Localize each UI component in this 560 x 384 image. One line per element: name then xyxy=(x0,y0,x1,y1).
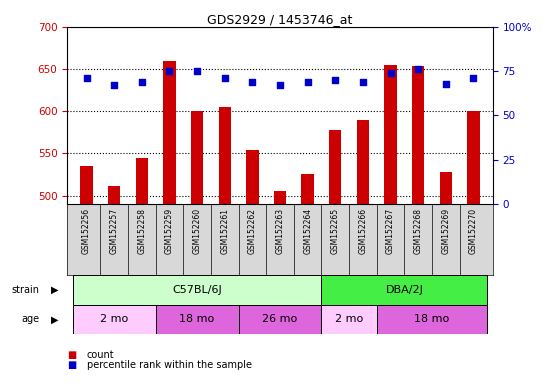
Text: GSM152258: GSM152258 xyxy=(137,208,146,254)
Bar xyxy=(377,305,487,334)
Bar xyxy=(329,130,342,384)
Bar xyxy=(467,111,480,384)
Point xyxy=(82,75,91,81)
Bar xyxy=(412,66,424,384)
Title: GDS2929 / 1453746_at: GDS2929 / 1453746_at xyxy=(207,13,353,26)
Text: 18 mo: 18 mo xyxy=(179,314,214,324)
Text: GSM152269: GSM152269 xyxy=(441,208,450,254)
Bar xyxy=(156,305,239,334)
Text: percentile rank within the sample: percentile rank within the sample xyxy=(87,360,252,370)
Point xyxy=(414,66,423,73)
Text: 18 mo: 18 mo xyxy=(414,314,450,324)
Text: GSM152257: GSM152257 xyxy=(110,208,119,254)
Bar xyxy=(357,120,369,384)
Text: GSM152266: GSM152266 xyxy=(358,208,367,254)
Point xyxy=(276,82,284,88)
Point xyxy=(386,70,395,76)
Bar xyxy=(321,275,487,305)
Point xyxy=(165,68,174,74)
Bar xyxy=(136,158,148,384)
Text: GSM152262: GSM152262 xyxy=(248,208,257,254)
Text: ■: ■ xyxy=(67,350,77,360)
Text: GSM152263: GSM152263 xyxy=(276,208,284,254)
Point xyxy=(220,75,229,81)
Point xyxy=(441,81,450,87)
Point xyxy=(193,68,202,74)
Bar xyxy=(246,150,259,384)
Bar xyxy=(321,305,377,334)
Text: GSM152265: GSM152265 xyxy=(331,208,340,254)
Point xyxy=(110,82,119,88)
Text: GSM152267: GSM152267 xyxy=(386,208,395,254)
Bar xyxy=(440,172,452,384)
Bar xyxy=(163,61,176,384)
Bar xyxy=(80,166,93,384)
Text: count: count xyxy=(87,350,114,360)
Text: GSM152268: GSM152268 xyxy=(414,208,423,254)
Text: DBA/2J: DBA/2J xyxy=(385,285,423,295)
Bar xyxy=(73,305,156,334)
Text: GSM152261: GSM152261 xyxy=(220,208,229,254)
Point xyxy=(137,79,146,85)
Text: GSM152260: GSM152260 xyxy=(193,208,202,254)
Point xyxy=(248,79,257,85)
Text: GSM152259: GSM152259 xyxy=(165,208,174,254)
Text: 26 mo: 26 mo xyxy=(263,314,297,324)
Text: C57BL/6J: C57BL/6J xyxy=(172,285,222,295)
Bar xyxy=(301,174,314,384)
Text: 2 mo: 2 mo xyxy=(335,314,363,324)
Point xyxy=(358,79,367,85)
Bar xyxy=(73,275,321,305)
Point xyxy=(469,75,478,81)
Bar xyxy=(384,65,397,384)
Text: ▶: ▶ xyxy=(51,285,59,295)
Text: GSM152256: GSM152256 xyxy=(82,208,91,254)
Point xyxy=(331,77,340,83)
Text: GSM152264: GSM152264 xyxy=(303,208,312,254)
Bar xyxy=(239,305,321,334)
Point xyxy=(303,79,312,85)
Text: ▶: ▶ xyxy=(51,314,59,324)
Text: 2 mo: 2 mo xyxy=(100,314,128,324)
Bar xyxy=(191,111,203,384)
Bar xyxy=(108,186,120,384)
Text: ■: ■ xyxy=(67,360,77,370)
Text: age: age xyxy=(21,314,40,324)
Bar xyxy=(274,190,286,384)
Bar xyxy=(218,107,231,384)
Text: GSM152270: GSM152270 xyxy=(469,208,478,254)
Text: strain: strain xyxy=(12,285,40,295)
